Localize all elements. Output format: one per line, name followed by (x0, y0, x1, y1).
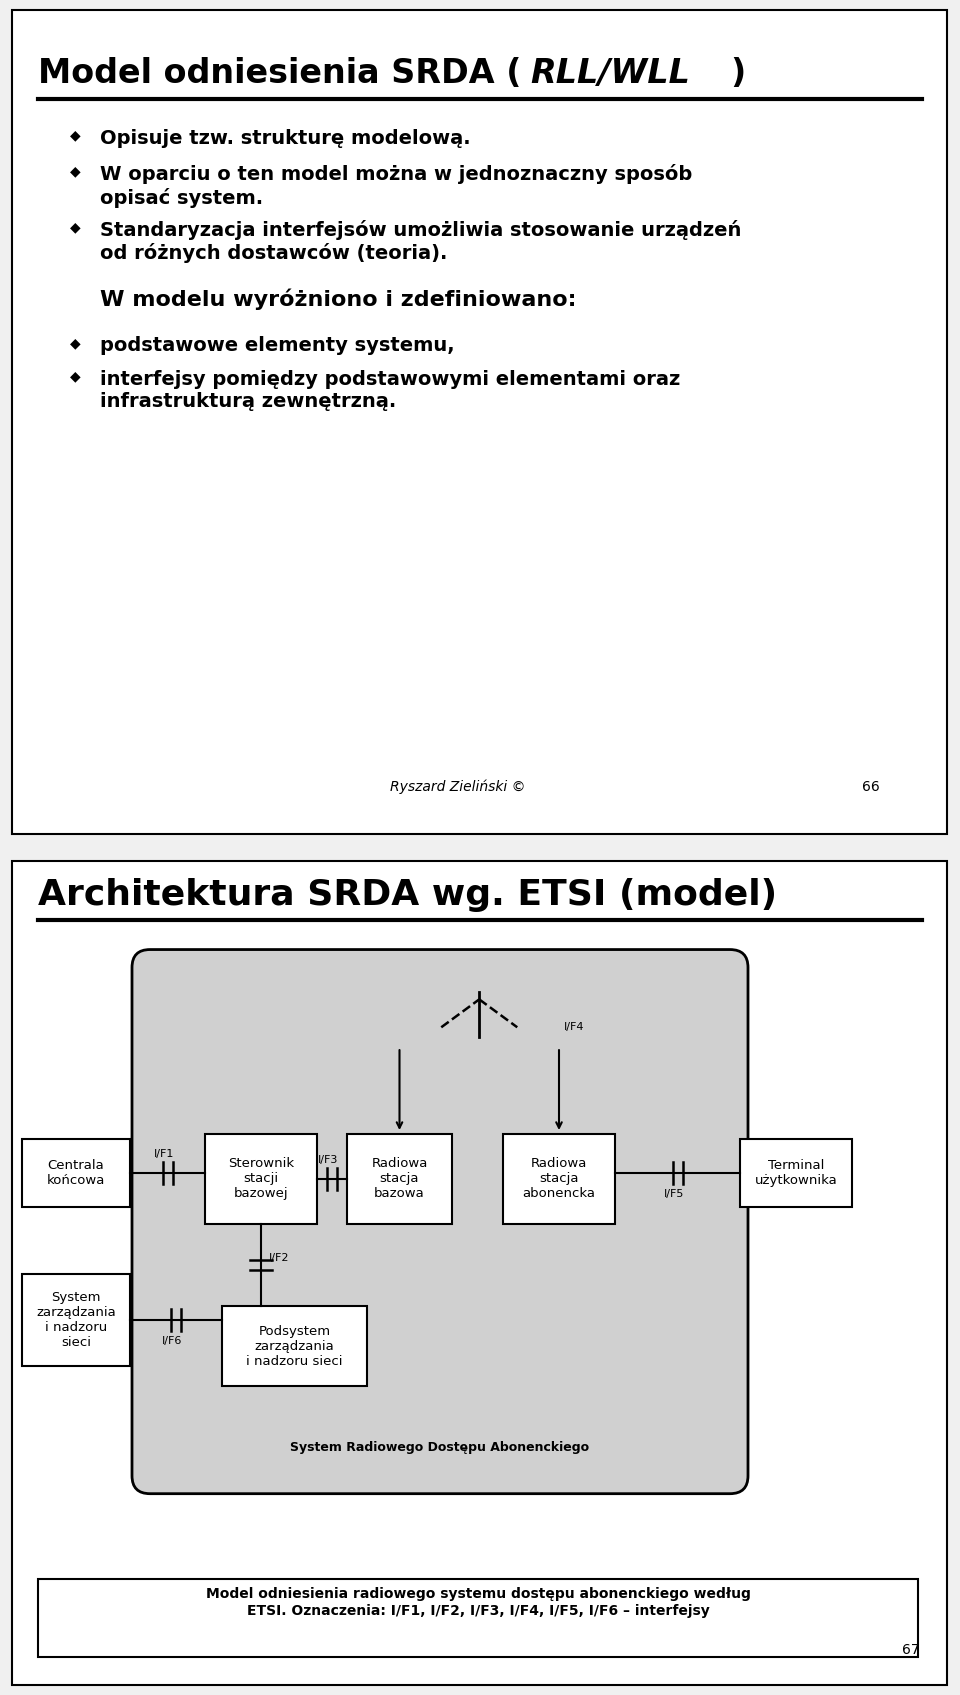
FancyBboxPatch shape (12, 861, 947, 1685)
FancyBboxPatch shape (12, 10, 947, 834)
FancyBboxPatch shape (38, 1580, 918, 1658)
Text: Model odniesienia radiowego systemu dostępu abonenckiego według
ETSI. Oznaczenia: Model odniesienia radiowego systemu dost… (205, 1588, 751, 1617)
Text: I/F3: I/F3 (318, 1154, 338, 1164)
Text: RLL/WLL: RLL/WLL (530, 58, 690, 90)
Text: Model odniesienia SRDA (: Model odniesienia SRDA ( (38, 58, 521, 90)
FancyBboxPatch shape (22, 1139, 130, 1207)
Text: ◆: ◆ (70, 129, 81, 142)
Text: I/F4: I/F4 (564, 1022, 585, 1032)
Text: I/F5: I/F5 (663, 1188, 684, 1198)
Text: Podsystem
zarządzania
i nadzoru sieci: Podsystem zarządzania i nadzoru sieci (247, 1325, 343, 1368)
Text: System Radiowego Dostępu Abonenckiego: System Radiowego Dostępu Abonenckiego (291, 1441, 589, 1454)
Text: Radiowa
stacja
bazowa: Radiowa stacja bazowa (372, 1158, 428, 1200)
Text: Centrala
końcowa: Centrala końcowa (47, 1159, 106, 1186)
Text: I/F1: I/F1 (154, 1149, 174, 1159)
Text: W modelu wyróżniono i zdefiniowano:: W modelu wyróżniono i zdefiniowano: (100, 288, 577, 310)
Text: Ryszard Zieliński ©: Ryszard Zieliński © (390, 780, 525, 795)
FancyBboxPatch shape (22, 1275, 130, 1366)
FancyBboxPatch shape (347, 1134, 452, 1224)
Text: ◆: ◆ (70, 220, 81, 234)
Text: 67: 67 (902, 1642, 920, 1658)
Text: Radiowa
stacja
abonencka: Radiowa stacja abonencka (522, 1158, 595, 1200)
FancyBboxPatch shape (222, 1307, 367, 1387)
FancyBboxPatch shape (132, 949, 748, 1493)
Text: I/F2: I/F2 (269, 1253, 290, 1263)
Text: Opisuje tzw. strukturę modelową.: Opisuje tzw. strukturę modelową. (100, 129, 470, 147)
Text: ◆: ◆ (70, 370, 81, 383)
Text: interfejsy pomiędzy podstawowymi elementami oraz
infrastrukturą zewnętrzną.: interfejsy pomiędzy podstawowymi element… (100, 370, 681, 410)
Text: W oparciu o ten model można w jednoznaczny sposób
opisać system.: W oparciu o ten model można w jednoznacz… (100, 164, 692, 207)
Text: Architektura SRDA wg. ETSI (model): Architektura SRDA wg. ETSI (model) (38, 878, 778, 912)
Text: 66: 66 (862, 780, 880, 795)
FancyBboxPatch shape (205, 1134, 317, 1224)
FancyBboxPatch shape (503, 1134, 615, 1224)
Text: ◆: ◆ (70, 164, 81, 178)
Text: ◆: ◆ (70, 336, 81, 349)
Text: ): ) (730, 58, 745, 90)
Text: Terminal
użytkownika: Terminal użytkownika (755, 1159, 837, 1186)
Text: podstawowe elementy systemu,: podstawowe elementy systemu, (100, 336, 455, 354)
Text: I/F6: I/F6 (162, 1336, 182, 1346)
Text: Standaryzacja interfejsów umożliwia stosowanie urządzeń
od różnych dostawców (te: Standaryzacja interfejsów umożliwia stos… (100, 220, 741, 263)
Text: System
zarządzania
i nadzoru
sieci: System zarządzania i nadzoru sieci (36, 1292, 116, 1349)
FancyBboxPatch shape (740, 1139, 852, 1207)
Text: Sterownik
stacji
bazowej: Sterownik stacji bazowej (228, 1158, 294, 1200)
